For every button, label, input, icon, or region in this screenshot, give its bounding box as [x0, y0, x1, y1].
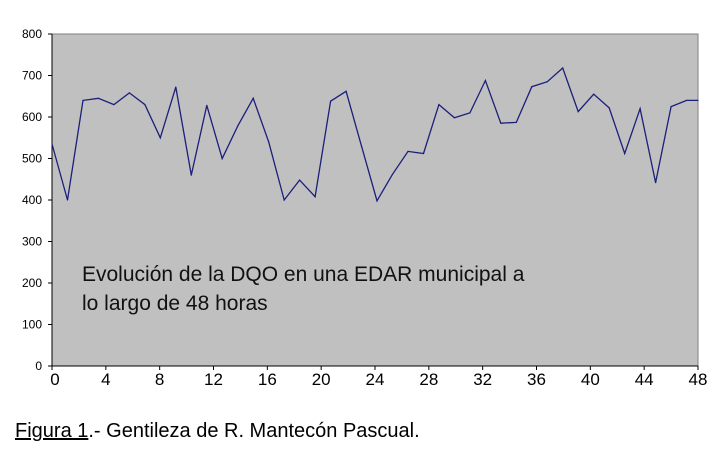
- y-tick-label: 600: [22, 110, 42, 124]
- figure-caption: Figura 1.- Gentileza de R. Mantecón Pasc…: [15, 420, 420, 443]
- data-point: [670, 106, 672, 108]
- data-point: [128, 92, 130, 94]
- x-tick-label: 28: [419, 370, 438, 389]
- data-point: [608, 107, 610, 109]
- data-point: [252, 97, 254, 99]
- data-point: [407, 150, 409, 152]
- data-point: [206, 104, 208, 106]
- data-point: [299, 179, 301, 181]
- data-point: [562, 67, 564, 69]
- data-point: [376, 200, 378, 202]
- x-tick-label: 8: [155, 370, 164, 389]
- y-tick-label: 100: [22, 318, 42, 332]
- data-point: [655, 182, 657, 184]
- data-point: [221, 157, 223, 160]
- data-point: [515, 121, 517, 123]
- data-point: [577, 111, 579, 113]
- x-tick-label: 36: [527, 370, 546, 389]
- y-tick-label: 200: [22, 276, 42, 290]
- data-point: [453, 117, 455, 119]
- chart-annotation-line-2: lo largo de 48 horas: [82, 292, 268, 315]
- data-point: [469, 112, 471, 114]
- data-point: [593, 93, 595, 95]
- chart-annotation-line-1: Evolución de la DQO en una EDAR municipa…: [82, 263, 525, 286]
- data-point: [697, 99, 699, 101]
- x-tick-label: 12: [204, 370, 223, 389]
- data-point: [113, 104, 115, 106]
- data-point: [438, 104, 440, 106]
- y-tick-label: 700: [22, 69, 42, 83]
- data-point: [175, 86, 177, 88]
- x-tick-label: 44: [635, 370, 654, 389]
- y-tick-label: 800: [22, 27, 42, 41]
- y-tick-label: 0: [35, 359, 42, 373]
- data-point: [283, 199, 285, 201]
- data-point: [97, 97, 99, 99]
- data-point: [82, 99, 84, 101]
- data-point: [531, 86, 533, 88]
- data-point: [546, 81, 548, 83]
- x-tick-label: 32: [473, 370, 492, 389]
- data-point: [268, 141, 270, 143]
- data-point: [360, 145, 363, 147]
- x-tick-label: 16: [258, 370, 277, 389]
- plot-area: [51, 33, 699, 367]
- data-point: [686, 99, 688, 101]
- x-tick-label: 48: [689, 370, 708, 389]
- x-tick-label: 40: [581, 370, 600, 389]
- data-point: [144, 104, 146, 106]
- data-point: [51, 143, 53, 145]
- data-point: [484, 79, 486, 82]
- y-tick-label: 300: [22, 235, 42, 249]
- figure-label: Figura 1: [15, 420, 89, 442]
- data-point: [190, 174, 192, 176]
- data-point: [639, 108, 641, 110]
- data-point: [391, 173, 394, 175]
- y-axis: 800 700 600 500 400 300 200 100 0: [22, 27, 53, 373]
- data-point: [159, 137, 161, 139]
- x-tick-label: 24: [366, 370, 385, 389]
- y-tick-label: 500: [22, 152, 42, 166]
- x-tick-label: 20: [312, 370, 331, 389]
- data-point: [345, 90, 347, 92]
- data-point: [314, 196, 316, 198]
- data-point: [330, 100, 332, 102]
- caption-text: .- Gentileza de R. Mantecón Pascual.: [88, 420, 420, 442]
- data-point: [422, 152, 425, 155]
- data-point: [500, 122, 502, 124]
- data-point: [66, 199, 69, 201]
- data-point: [237, 125, 239, 127]
- y-tick-label: 400: [22, 193, 42, 207]
- x-tick-label: 0: [50, 370, 59, 389]
- data-point: [624, 152, 626, 155]
- series-points: [51, 67, 699, 202]
- x-axis: 0 4 8 12 16 20 24 28 32 36 40 44 48: [50, 365, 708, 389]
- x-tick-label: 4: [101, 370, 110, 389]
